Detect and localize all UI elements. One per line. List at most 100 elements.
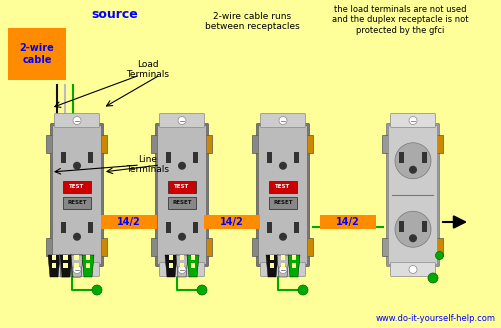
Bar: [436, 134, 443, 153]
Bar: [292, 255, 296, 260]
Text: 14/2: 14/2: [117, 217, 141, 227]
Text: TEST: TEST: [174, 184, 189, 190]
Text: 2-wire
cable: 2-wire cable: [20, 43, 55, 65]
Circle shape: [73, 116, 81, 125]
Bar: [382, 134, 389, 153]
Bar: [168, 197, 196, 209]
Bar: [86, 255, 90, 260]
Circle shape: [178, 162, 186, 170]
Text: www.do-it-yourself-help.com: www.do-it-yourself-help.com: [376, 314, 496, 323]
Bar: [52, 255, 56, 260]
Text: RESET: RESET: [172, 200, 192, 206]
Bar: [8, 28, 66, 80]
Circle shape: [409, 116, 417, 125]
FancyBboxPatch shape: [157, 126, 206, 264]
Polygon shape: [266, 255, 278, 277]
Bar: [307, 237, 314, 256]
Text: Load
Terminals: Load Terminals: [126, 60, 169, 79]
Circle shape: [279, 265, 287, 274]
Bar: [64, 263, 68, 268]
Bar: [180, 263, 184, 268]
Bar: [169, 255, 173, 260]
FancyBboxPatch shape: [55, 262, 100, 277]
FancyBboxPatch shape: [53, 126, 102, 264]
Bar: [382, 237, 389, 256]
Circle shape: [92, 285, 102, 295]
Polygon shape: [277, 255, 289, 277]
Polygon shape: [71, 255, 83, 277]
Text: 14/2: 14/2: [336, 217, 360, 227]
Circle shape: [409, 166, 417, 174]
Text: RESET: RESET: [273, 200, 293, 206]
Bar: [101, 237, 108, 256]
FancyBboxPatch shape: [51, 124, 104, 266]
Bar: [205, 237, 212, 256]
Circle shape: [73, 265, 81, 274]
Bar: [64, 255, 68, 260]
Bar: [307, 134, 314, 153]
Circle shape: [409, 265, 417, 274]
Bar: [269, 197, 297, 209]
Circle shape: [178, 265, 186, 274]
Polygon shape: [176, 255, 188, 277]
Bar: [169, 263, 173, 268]
Polygon shape: [60, 255, 72, 277]
Bar: [47, 134, 54, 153]
Bar: [193, 152, 198, 163]
FancyBboxPatch shape: [390, 113, 435, 128]
Text: 14/2: 14/2: [220, 217, 244, 227]
Bar: [267, 152, 272, 163]
Bar: [168, 181, 196, 193]
Bar: [75, 255, 79, 260]
Bar: [88, 222, 93, 233]
Bar: [166, 152, 171, 163]
Circle shape: [279, 233, 287, 241]
Circle shape: [178, 116, 186, 125]
Bar: [63, 255, 67, 260]
Bar: [253, 134, 260, 153]
Text: source: source: [92, 8, 138, 20]
Bar: [86, 263, 90, 268]
Circle shape: [395, 211, 431, 247]
Bar: [88, 152, 93, 163]
Bar: [63, 263, 67, 268]
Polygon shape: [288, 255, 300, 277]
Bar: [270, 263, 274, 268]
Polygon shape: [165, 255, 177, 277]
Bar: [193, 222, 198, 233]
Bar: [270, 255, 274, 260]
Bar: [180, 255, 184, 260]
Bar: [101, 215, 157, 229]
Bar: [253, 237, 260, 256]
FancyBboxPatch shape: [390, 262, 435, 277]
Bar: [292, 263, 296, 268]
FancyBboxPatch shape: [261, 113, 306, 128]
Bar: [61, 152, 66, 163]
Text: TEST: TEST: [69, 184, 85, 190]
Bar: [399, 221, 404, 232]
Polygon shape: [70, 255, 82, 277]
Circle shape: [409, 234, 417, 242]
FancyBboxPatch shape: [159, 113, 204, 128]
Bar: [294, 222, 299, 233]
Bar: [399, 152, 404, 163]
Bar: [151, 134, 158, 153]
Bar: [47, 237, 54, 256]
FancyBboxPatch shape: [388, 126, 437, 264]
Bar: [63, 181, 91, 193]
Bar: [166, 222, 171, 233]
Circle shape: [395, 143, 431, 179]
Polygon shape: [48, 255, 60, 277]
Circle shape: [178, 233, 186, 241]
FancyBboxPatch shape: [386, 124, 439, 266]
Bar: [320, 215, 376, 229]
Bar: [422, 221, 427, 232]
Circle shape: [435, 252, 443, 259]
FancyBboxPatch shape: [261, 262, 306, 277]
Text: the load terminals are not used
and the duplex receptacle is not
protected by th: the load terminals are not used and the …: [332, 5, 468, 35]
Circle shape: [428, 273, 438, 283]
Bar: [52, 263, 56, 268]
FancyBboxPatch shape: [159, 262, 204, 277]
FancyBboxPatch shape: [257, 124, 310, 266]
Bar: [191, 263, 195, 268]
